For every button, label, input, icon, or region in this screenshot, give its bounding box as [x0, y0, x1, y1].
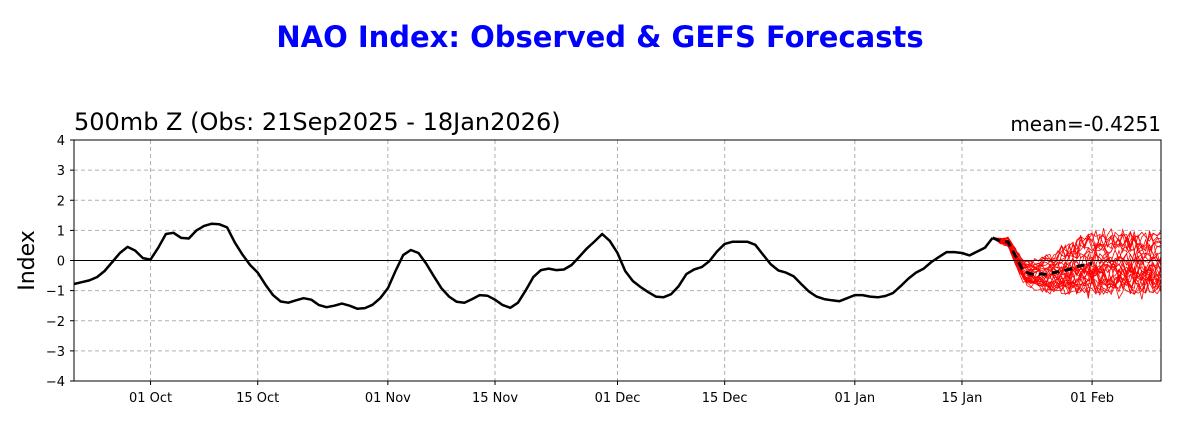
forecast-members — [992, 227, 1162, 300]
y-ticks: −4 −3 −2 −1 0 1 2 3 4 — [46, 134, 74, 390]
mean-label: mean=-0.4251 — [1010, 112, 1161, 136]
forecast-member-line — [992, 237, 1162, 295]
y-tick-label: −3 — [46, 345, 65, 360]
y-tick-label: 2 — [57, 194, 65, 209]
x-tick-label: 01 Jan — [834, 391, 875, 406]
observed-series — [73, 222, 994, 310]
x-tick-label: 01 Feb — [1070, 391, 1114, 406]
forecast-member-line — [992, 227, 1162, 267]
x-tick-label: 01 Oct — [129, 391, 172, 406]
y-tick-label: 0 — [57, 255, 65, 270]
y-tick-label: 1 — [57, 224, 65, 239]
y-tick-label: 3 — [57, 164, 65, 179]
x-tick-label: 01 Nov — [365, 391, 411, 406]
forecast-member-line — [992, 237, 1162, 300]
y-tick-label: 4 — [57, 134, 65, 149]
chart-subtitle: 500mb Z (Obs: 21Sep2025 - 18Jan2026) — [74, 108, 561, 136]
observed-line — [73, 222, 994, 310]
x-tick-label: 15 Oct — [236, 391, 279, 406]
x-tick-label: 15 Jan — [942, 391, 983, 406]
forecast-member-line — [992, 237, 1162, 288]
y-tick-label: −1 — [46, 285, 65, 300]
x-tick-label: 15 Nov — [472, 391, 518, 406]
y-tick-label: −2 — [46, 315, 65, 330]
y-tick-label: −4 — [46, 375, 65, 390]
x-tick-label: 01 Dec — [595, 391, 641, 406]
forecast-mean-line — [992, 236, 1093, 276]
chart-title: NAO Index: Observed & GEFS Forecasts — [276, 20, 924, 54]
y-axis-label: Index — [15, 230, 40, 291]
forecast-member-line — [992, 230, 1162, 268]
x-ticks: 01 Oct 15 Oct 01 Nov 15 Nov 01 Dec 15 Dec 01 J… — [129, 381, 1114, 406]
x-tick-label: 15 Dec — [702, 391, 748, 406]
forecast-mean-series — [992, 236, 1093, 276]
